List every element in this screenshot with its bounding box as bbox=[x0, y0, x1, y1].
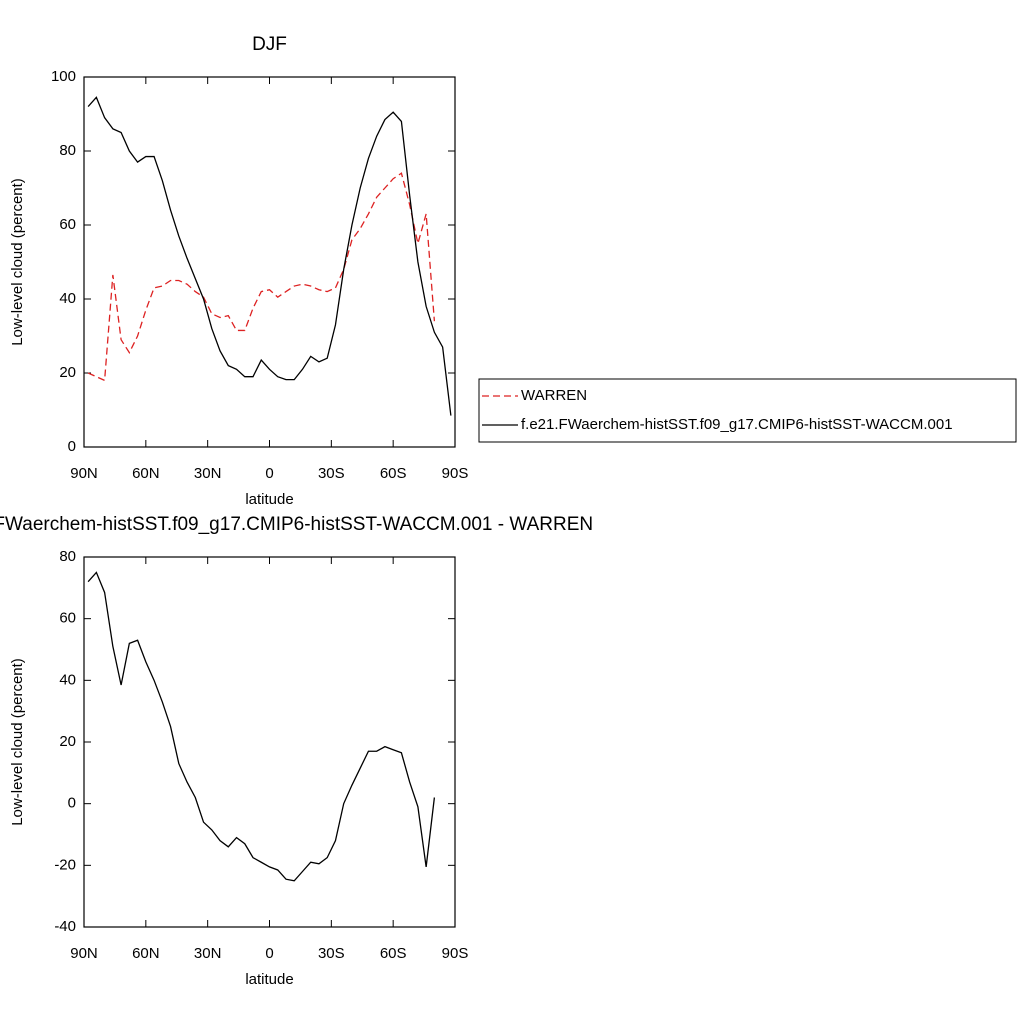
x-tick-label: 30N bbox=[194, 465, 222, 482]
x-axis-label: latitude bbox=[245, 491, 293, 508]
y-axis-label: Low-level cloud (percent) bbox=[9, 658, 26, 826]
x-tick-label: 90S bbox=[442, 945, 469, 962]
y-tick-label: 40 bbox=[59, 290, 76, 307]
y-tick-label: 100 bbox=[51, 68, 76, 85]
legend-label: f.e21.FWaerchem-histSST.f09_g17.CMIP6-hi… bbox=[521, 416, 953, 433]
y-tick-label: 80 bbox=[59, 548, 76, 565]
y-tick-label: 0 bbox=[68, 438, 76, 455]
plot-frame bbox=[83, 76, 456, 448]
x-tick-label: 60S bbox=[380, 945, 407, 962]
x-tick-label: 90N bbox=[70, 945, 98, 962]
y-tick-label: -20 bbox=[54, 856, 76, 873]
legend-label: WARREN bbox=[521, 387, 587, 404]
data-line bbox=[87, 571, 436, 882]
x-tick-label: 30N bbox=[194, 945, 222, 962]
legend-box bbox=[478, 378, 1017, 443]
data-line bbox=[87, 172, 436, 382]
y-tick-label: 40 bbox=[59, 671, 76, 688]
y-tick-label: -40 bbox=[54, 918, 76, 935]
y-tick-label: 20 bbox=[59, 364, 76, 381]
x-tick-label: 0 bbox=[265, 465, 273, 482]
y-tick-label: 60 bbox=[59, 216, 76, 233]
x-tick-label: 90N bbox=[70, 465, 98, 482]
data-line bbox=[87, 96, 452, 416]
plot-frame bbox=[83, 556, 456, 928]
y-tick-label: 60 bbox=[59, 610, 76, 627]
y-tick-label: 20 bbox=[59, 733, 76, 750]
x-tick-label: 60N bbox=[132, 945, 160, 962]
x-tick-label: 0 bbox=[265, 945, 273, 962]
x-tick-label: 60S bbox=[380, 465, 407, 482]
x-tick-label: 90S bbox=[442, 465, 469, 482]
x-axis-label: latitude bbox=[245, 971, 293, 988]
chart-title: DJF bbox=[252, 34, 287, 55]
x-tick-label: 30S bbox=[318, 465, 345, 482]
x-tick-label: 30S bbox=[318, 945, 345, 962]
y-tick-label: 80 bbox=[59, 142, 76, 159]
y-tick-label: 0 bbox=[68, 795, 76, 812]
y-axis-label: Low-level cloud (percent) bbox=[9, 178, 26, 346]
chart-title: f.e21.FWaerchem-histSST.f09_g17.CMIP6-hi… bbox=[0, 514, 593, 535]
x-tick-label: 60N bbox=[132, 465, 160, 482]
